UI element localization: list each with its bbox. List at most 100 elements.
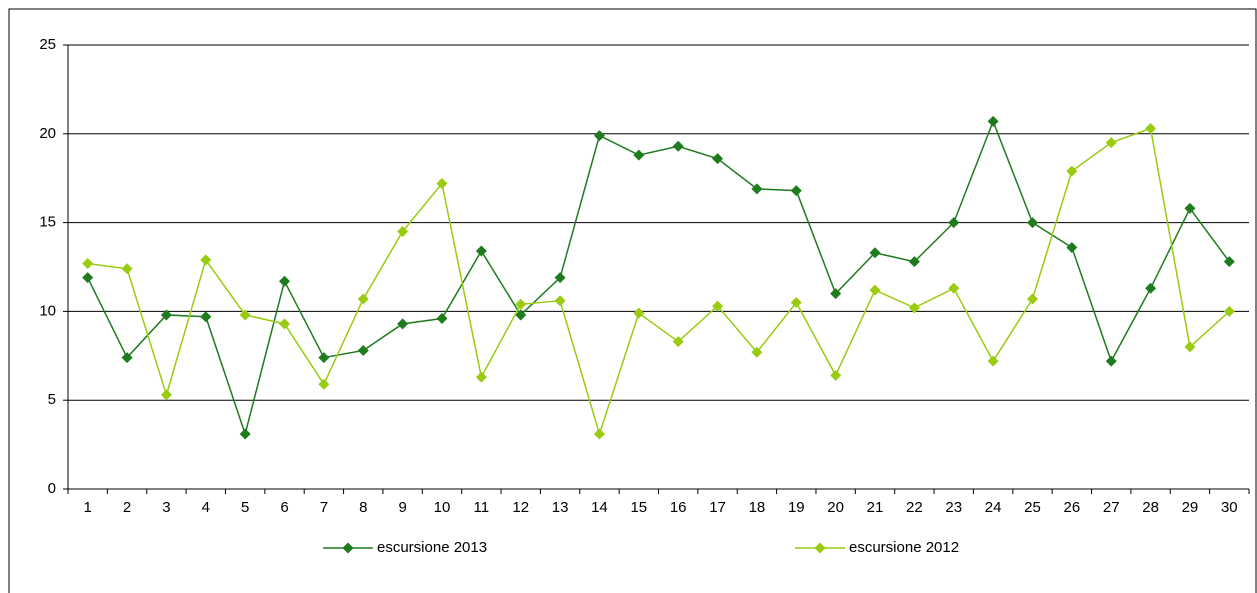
data-point [908, 256, 920, 268]
data-point [1184, 341, 1196, 353]
data-point [160, 309, 172, 321]
x-tick-label: 4 [202, 499, 210, 516]
series-line [87, 127, 1230, 437]
data-point [790, 297, 802, 309]
x-tick-label: 6 [280, 499, 288, 516]
data-point [790, 185, 802, 197]
data-point [712, 153, 724, 165]
data-point [82, 257, 94, 269]
data-point [751, 183, 763, 195]
data-point [82, 272, 94, 284]
data-point [830, 369, 842, 381]
data-point [1145, 122, 1157, 134]
data-point [436, 178, 448, 190]
x-tick-label: 27 [1103, 499, 1120, 516]
data-point [633, 307, 645, 319]
x-tick-label: 7 [320, 499, 328, 516]
data-point [830, 288, 842, 300]
data-point [987, 115, 999, 127]
data-point [1223, 305, 1235, 317]
x-tick-label: 13 [552, 499, 569, 516]
y-tick-label: 10 [39, 302, 56, 319]
x-tick-label: 28 [1142, 499, 1159, 516]
x-tick-label: 29 [1182, 499, 1199, 516]
y-tick-label: 15 [39, 214, 56, 231]
x-tick-label: 18 [749, 499, 766, 516]
data-point [593, 130, 605, 142]
data-point [121, 352, 133, 364]
data-point [908, 302, 920, 314]
x-tick-label: 10 [434, 499, 451, 516]
data-point [1066, 165, 1078, 177]
legend-marker [342, 542, 354, 554]
y-tick-label: 0 [48, 480, 56, 497]
data-point [318, 352, 330, 364]
data-point [160, 389, 172, 401]
data-point [318, 378, 330, 390]
x-tick-label: 9 [398, 499, 406, 516]
data-point [436, 313, 448, 325]
x-tick-label: 1 [84, 499, 92, 516]
data-point [1026, 217, 1038, 229]
legend-label: escursione 2013 [377, 539, 487, 556]
y-tick-label: 5 [48, 391, 56, 408]
legend-label: escursione 2012 [849, 539, 959, 556]
x-tick-label: 25 [1024, 499, 1041, 516]
data-point [869, 284, 881, 296]
data-point [279, 318, 291, 330]
data-point [279, 275, 291, 287]
data-point [987, 355, 999, 367]
legend-marker [814, 542, 826, 554]
data-point [712, 300, 724, 312]
data-point [1184, 202, 1196, 214]
data-point [397, 318, 409, 330]
x-tick-label: 23 [945, 499, 962, 516]
data-point [948, 282, 960, 294]
x-tick-label: 8 [359, 499, 367, 516]
data-point [475, 245, 487, 257]
data-point [869, 247, 881, 259]
x-tick-label: 30 [1221, 499, 1238, 516]
data-point [1105, 355, 1117, 367]
data-point [1105, 137, 1117, 149]
data-point [672, 140, 684, 152]
data-point [554, 295, 566, 307]
data-point [357, 293, 369, 305]
data-point [515, 309, 527, 321]
data-point [397, 225, 409, 237]
data-point [948, 217, 960, 229]
x-tick-label: 24 [985, 499, 1002, 516]
data-point [633, 149, 645, 161]
chart-frame [8, 8, 1257, 593]
x-tick-label: 3 [162, 499, 170, 516]
data-point [239, 428, 251, 440]
x-tick-label: 5 [241, 499, 249, 516]
x-tick-label: 15 [630, 499, 647, 516]
data-point [1223, 256, 1235, 268]
data-point [475, 371, 487, 383]
x-tick-label: 14 [591, 499, 608, 516]
data-point [515, 298, 527, 310]
data-point [1066, 241, 1078, 253]
x-tick-label: 19 [788, 499, 805, 516]
series-line [87, 119, 1230, 437]
x-tick-label: 11 [474, 499, 490, 516]
x-tick-label: 2 [123, 499, 131, 516]
x-tick-label: 21 [867, 499, 884, 516]
data-point [357, 344, 369, 356]
data-point [751, 346, 763, 358]
x-tick-label: 22 [906, 499, 923, 516]
data-point [200, 311, 212, 323]
data-point [1026, 293, 1038, 305]
data-point [672, 336, 684, 348]
y-tick-label: 20 [39, 125, 56, 142]
x-tick-label: 20 [827, 499, 844, 516]
data-point [121, 263, 133, 275]
y-tick-label: 25 [39, 36, 56, 53]
x-tick-label: 17 [709, 499, 726, 516]
data-point [593, 428, 605, 440]
data-point [554, 272, 566, 284]
data-point [200, 254, 212, 266]
